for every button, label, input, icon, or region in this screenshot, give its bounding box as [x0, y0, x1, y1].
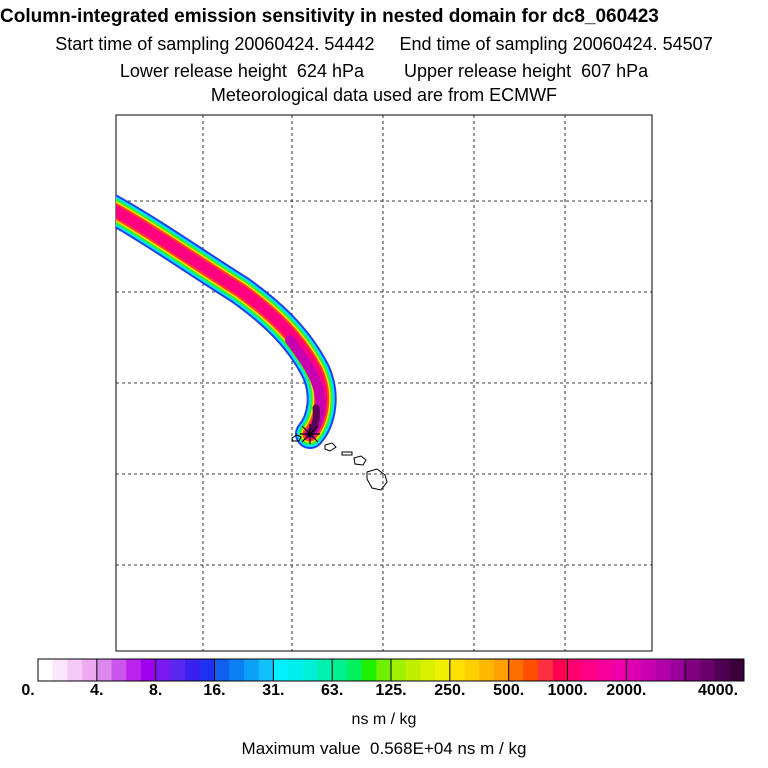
colorbar-swatch: [96, 659, 112, 681]
colorbar-swatch: [52, 659, 68, 681]
colorbar-tick-label: 4000.: [697, 682, 739, 699]
colorbar: [37, 658, 745, 682]
colorbar-tick-label: 8.: [148, 682, 163, 699]
map-gridlines: [116, 115, 652, 651]
colorbar-swatch: [229, 659, 245, 681]
sampling-times: Start time of sampling 20060424. 54442 E…: [55, 34, 713, 54]
colorbar-swatch: [82, 659, 98, 681]
colorbar-swatch: [464, 659, 480, 681]
colorbar-tick-label: 16.: [203, 682, 226, 699]
hawaii-islands-icon: [291, 434, 388, 491]
colorbar-tick-label: 63.: [321, 682, 344, 699]
colorbar-tick-label: 4.: [90, 682, 104, 699]
colorbar-swatch: [405, 659, 421, 681]
colorbar-swatch: [170, 659, 186, 681]
colorbar-swatch: [479, 659, 495, 681]
colorbar-swatch: [38, 659, 54, 681]
colorbar-swatch: [567, 659, 583, 681]
colorbar-swatch: [596, 659, 613, 681]
colorbar-tick-label: 2000.: [606, 682, 647, 699]
colorbar-swatch: [523, 659, 539, 681]
island-kauai: [291, 434, 302, 442]
colorbar-swatch: [140, 659, 157, 681]
colorbar-swatch: [508, 659, 524, 681]
colorbar-units: ns m / kg: [351, 711, 417, 728]
island-hawaii: [366, 468, 388, 491]
colorbar-swatch: [685, 659, 701, 681]
colorbar-swatch: [376, 659, 392, 681]
colorbar-swatch: [729, 659, 745, 681]
colorbar-swatch: [302, 659, 318, 681]
colorbar-swatch: [626, 659, 642, 681]
colorbar-tick-label: 125.: [375, 682, 407, 699]
colorbar-swatch: [361, 659, 377, 681]
colorbar-tick-label: 1000.: [547, 682, 588, 699]
colorbar-swatch: [332, 659, 348, 681]
colorbar-swatch: [111, 659, 127, 681]
colorbar-swatch: [641, 659, 657, 681]
colorbar-swatch: [317, 659, 333, 681]
colorbar-frame: [37, 658, 745, 682]
colorbar-swatch: [391, 659, 407, 681]
colorbar-tick-label: 250.: [434, 682, 466, 699]
chart-title: Column-integrated emission sensitivity i…: [0, 6, 659, 27]
colorbar-swatch: [199, 659, 215, 681]
colorbar-swatch: [243, 659, 260, 681]
colorbar-swatch: [714, 659, 730, 681]
colorbar-swatch: [346, 659, 362, 681]
colorbar-swatch: [288, 659, 304, 681]
island-oahu: [324, 442, 337, 452]
colorbar-swatch: [449, 659, 465, 681]
colorbar-tick-label: 500.: [493, 682, 525, 699]
colorbar-swatch: [155, 659, 171, 681]
colorbar-swatch: [258, 659, 274, 681]
colorbar-swatch: [538, 659, 554, 681]
release-heights: Lower release height 624 hPa Upper relea…: [119, 61, 649, 81]
colorbar-swatch: [185, 659, 201, 681]
colorbar-swatch: [670, 659, 686, 681]
colorbar-swatch: [273, 659, 289, 681]
colorbar-swatch: [493, 659, 510, 681]
colorbar-swatch: [214, 659, 230, 681]
island-molokai: [341, 451, 353, 456]
colorbar-swatch: [699, 659, 715, 681]
met-data-source: Meteorological data used are from ECMWF: [210, 85, 558, 105]
colorbar-swatch: [420, 659, 436, 681]
island-maui: [353, 455, 367, 466]
colorbar-swatch: [435, 659, 451, 681]
colorbar-tick-label: 31.: [262, 682, 285, 699]
maximum-value: Maximum value 0.568E+04 ns m / kg: [241, 739, 527, 758]
colorbar-swatch: [67, 659, 83, 681]
colorbar-swatch: [611, 659, 627, 681]
sensitivity-plume: [116, 194, 337, 449]
colorbar-swatch: [552, 659, 568, 681]
colorbar-tick-label: 0.: [21, 682, 35, 699]
colorbar-swatch: [582, 659, 598, 681]
receptor-star-icon: [300, 424, 320, 444]
colorbar-swatch: [126, 659, 142, 681]
colorbar-swatch: [655, 659, 671, 681]
